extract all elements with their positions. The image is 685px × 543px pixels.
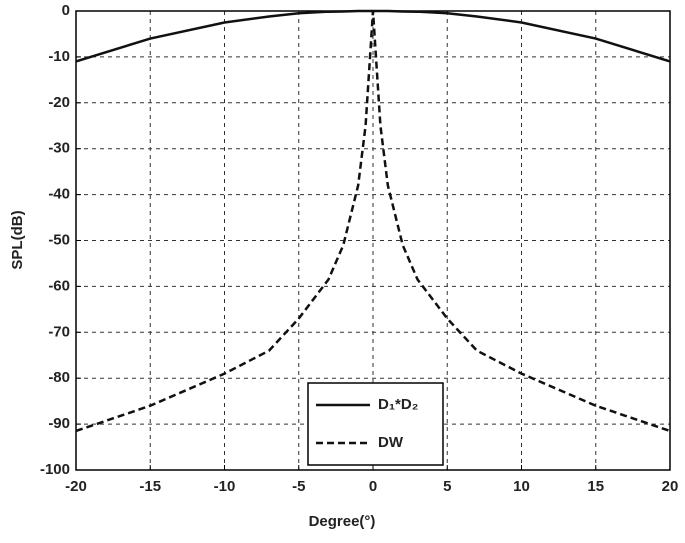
- series-line: [75, 10, 671, 433]
- y-tick-label: -50: [48, 231, 70, 248]
- x-tick-label: -20: [65, 478, 87, 495]
- y-tick-label: -100: [40, 461, 70, 478]
- y-tick-label: -60: [48, 277, 70, 294]
- y-tick-label: 0: [62, 2, 70, 19]
- y-tick-label: -30: [48, 140, 70, 157]
- x-tick-label: -5: [292, 478, 305, 495]
- y-tick-label: -40: [48, 186, 70, 203]
- x-tick-label: 0: [369, 478, 377, 495]
- legend-label: DW: [378, 434, 404, 451]
- x-tick-label: -15: [139, 478, 161, 495]
- y-tick-label: -90: [48, 415, 70, 432]
- x-tick-label: 10: [513, 478, 530, 495]
- y-axis-label: SPL(dB): [9, 210, 26, 269]
- legend-box: [307, 382, 444, 466]
- y-tick-label: -20: [48, 94, 70, 111]
- x-tick-label: 20: [662, 478, 679, 495]
- x-tick-label: 5: [443, 478, 451, 495]
- y-tick-label: -10: [48, 48, 70, 65]
- x-tick-label: -10: [214, 478, 236, 495]
- x-tick-label: 15: [587, 478, 604, 495]
- y-tick-label: -70: [48, 323, 70, 340]
- y-tick-label: -80: [48, 369, 70, 386]
- legend-label: D₁*D₂: [378, 396, 418, 413]
- x-axis-label: Degree(°): [309, 513, 376, 530]
